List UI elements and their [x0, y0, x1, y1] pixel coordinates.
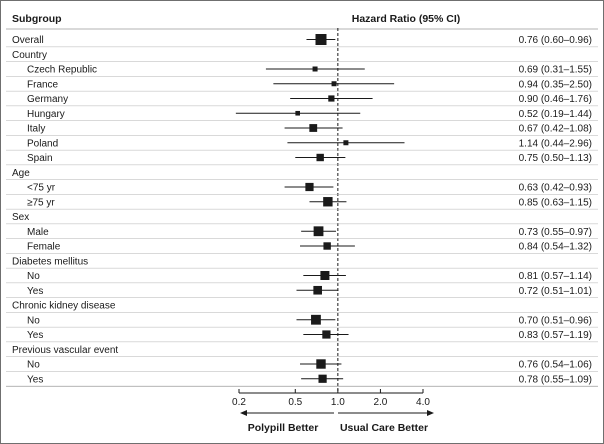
country-france-point — [331, 81, 337, 87]
x-tick-label-4.0: 4.0 — [416, 397, 430, 408]
age-75-yr-point — [323, 197, 333, 207]
country-hungary-point — [295, 110, 300, 116]
age-75-yr-label: ≥75 yr — [27, 197, 55, 208]
favors-left-arrowhead — [240, 410, 247, 416]
sex-male-label: Male — [27, 227, 49, 238]
previous-vascular-event-yes-point — [318, 374, 327, 383]
country-germany-label: Germany — [27, 94, 68, 105]
overall-overall-value: 0.76 (0.60–0.96) — [519, 35, 592, 46]
group-diabetes-mellitus-label: Diabetes mellitus — [12, 256, 88, 267]
favors-right-arrowhead — [427, 410, 434, 416]
country-spain-point — [316, 153, 324, 162]
group-previous-vascular-event-label: Previous vascular event — [12, 345, 118, 356]
overall-overall-point — [315, 34, 327, 45]
group-chronic-kidney-disease-label: Chronic kidney disease — [12, 301, 116, 312]
x-tick-label-2.0: 2.0 — [373, 397, 387, 408]
country-spain-value: 0.75 (0.50–1.13) — [519, 153, 592, 164]
chronic-kidney-disease-yes-value: 0.83 (0.57–1.19) — [519, 330, 592, 341]
country-poland-value: 1.14 (0.44–2.96) — [519, 138, 592, 149]
diabetes-mellitus-yes-label: Yes — [27, 286, 43, 297]
sex-female-value: 0.84 (0.54–1.32) — [519, 242, 592, 253]
chronic-kidney-disease-yes-point — [322, 330, 331, 339]
diabetes-mellitus-no-label: No — [27, 271, 40, 282]
chronic-kidney-disease-yes-label: Yes — [27, 330, 43, 341]
country-italy-label: Italy — [27, 124, 45, 135]
sex-female-label: Female — [27, 242, 61, 253]
age-75-yr-value: 0.63 (0.42–0.93) — [519, 183, 592, 194]
diabetes-mellitus-yes-point — [313, 285, 322, 295]
country-czech-republic-label: Czech Republic — [27, 65, 97, 76]
previous-vascular-event-no-value: 0.76 (0.54–1.06) — [519, 360, 592, 371]
country-czech-republic-value: 0.69 (0.31–1.55) — [519, 65, 592, 76]
country-czech-republic-point — [312, 66, 318, 72]
x-tick-label-1.0: 1.0 — [331, 397, 345, 408]
country-france-label: France — [27, 79, 59, 90]
country-germany-point — [328, 95, 335, 102]
group-sex-label: Sex — [12, 212, 29, 223]
hazard-ratio-header: Hazard Ratio (95% CI) — [352, 13, 461, 25]
group-age-label: Age — [12, 168, 30, 179]
forest-rows: Overall 0.76 (0.60–0.96) Country Czech Repu… — [6, 28, 598, 393]
chronic-kidney-disease-no-label: No — [27, 315, 40, 326]
sex-male-point — [313, 226, 324, 237]
age-75-yr-value: 0.85 (0.63–1.15) — [519, 197, 592, 208]
country-spain-label: Spain — [27, 153, 53, 164]
previous-vascular-event-yes-value: 0.78 (0.55–1.09) — [519, 374, 592, 385]
previous-vascular-event-no-point — [316, 359, 326, 369]
country-hungary-label: Hungary — [27, 109, 65, 120]
group-country-label: Country — [12, 50, 47, 61]
x-axis: 0.2 0.5 1.0 2.0 4.0 — [232, 389, 430, 408]
country-poland-point — [343, 140, 349, 146]
previous-vascular-event-yes-label: Yes — [27, 374, 43, 385]
diabetes-mellitus-no-point — [320, 271, 330, 280]
overall-overall-label: Overall — [12, 35, 44, 46]
country-france-value: 0.94 (0.35–2.50) — [519, 79, 592, 90]
country-italy-value: 0.67 (0.42–1.08) — [519, 124, 592, 135]
country-poland-label: Poland — [27, 138, 58, 149]
country-hungary-value: 0.52 (0.19–1.44) — [519, 109, 592, 120]
chronic-kidney-disease-no-point — [311, 314, 321, 325]
subgroup-header: Subgroup — [12, 13, 62, 25]
country-italy-point — [309, 124, 318, 132]
favors-left-label: Polypill Better — [248, 422, 319, 434]
age-75-yr-point — [305, 182, 314, 192]
sex-female-point — [323, 242, 331, 250]
favors-right-label: Usual Care Better — [340, 422, 428, 434]
x-tick-label-0.5: 0.5 — [288, 397, 302, 408]
sex-male-value: 0.73 (0.55–0.97) — [519, 227, 592, 238]
chronic-kidney-disease-no-value: 0.70 (0.51–0.96) — [519, 315, 592, 326]
age-75-yr-label: <75 yr — [27, 183, 56, 194]
previous-vascular-event-no-label: No — [27, 360, 40, 371]
diabetes-mellitus-no-value: 0.81 (0.57–1.14) — [519, 271, 592, 282]
x-tick-label-0.2: 0.2 — [232, 397, 246, 408]
diabetes-mellitus-yes-value: 0.72 (0.51–1.01) — [519, 286, 592, 297]
country-germany-value: 0.90 (0.46–1.76) — [519, 94, 592, 105]
